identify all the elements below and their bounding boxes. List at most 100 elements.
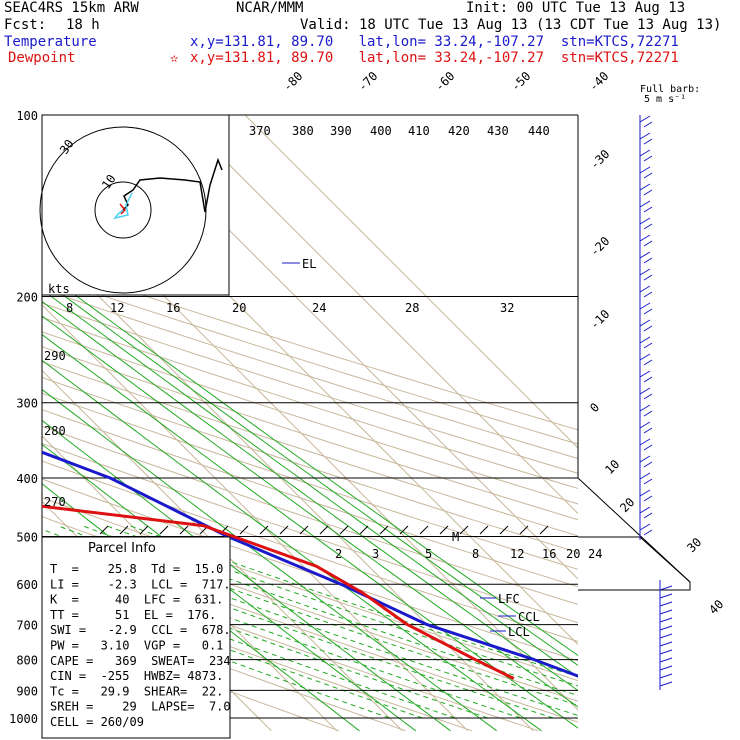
theta-tick-label: 380 (292, 124, 314, 138)
pressure-tick-label: 600 (16, 578, 38, 592)
freezing-level-tick (179, 525, 189, 535)
wind-barb (643, 223, 653, 230)
wind-barb (659, 681, 673, 687)
wind-barb (639, 217, 651, 225)
wind-barb (639, 472, 651, 480)
parcel-info-row: CELL = 260/09 (50, 715, 144, 729)
moist-adiabat-line (57, 525, 578, 706)
freezing-level-tick (99, 525, 109, 535)
wind-barb (643, 138, 653, 145)
wind-barb (639, 438, 651, 446)
hodograph-ring-label: 30 (57, 137, 77, 157)
mixing-ratio-label: 16 (166, 301, 180, 315)
wind-barb (639, 200, 651, 208)
plot-border-extension (577, 477, 691, 591)
isotherm-tick-label: -20 (587, 234, 612, 259)
freezing-level-tick (379, 525, 389, 535)
pressure-tick-label: 800 (16, 654, 38, 668)
wind-barb (643, 359, 653, 366)
dry-adiabat-line (42, 442, 578, 624)
level-label: CCL (518, 610, 540, 624)
freezing-level-tick (159, 525, 169, 535)
theta-tick-label: 430 (487, 124, 509, 138)
wind-barb (639, 319, 651, 327)
level-label: LFC (498, 592, 520, 606)
dry-adiabat-line (42, 302, 578, 474)
wind-barb (643, 240, 653, 247)
wind-barb (643, 495, 653, 502)
freezing-level-tick (359, 525, 369, 535)
hodograph-trace (122, 157, 223, 213)
wind-barb (643, 410, 653, 417)
moist-adiabat-line (42, 548, 521, 719)
dry-adiabat-line (42, 425, 578, 606)
isotherm-tick-label: 0 (587, 400, 602, 415)
temperature-legend-label: Temperature (4, 34, 97, 50)
hodograph-low-trace (113, 192, 133, 220)
barb-key-units: 5 m s⁻¹ (644, 94, 687, 105)
dry-adiabat-line (42, 261, 578, 431)
isotherm-tick-label: 30 (684, 535, 704, 555)
wind-barb (659, 649, 673, 655)
pressure-tick-label: 500 (16, 530, 38, 544)
pressure-tick-label: 700 (16, 619, 38, 633)
pressure-tick-label: 1000 (9, 712, 38, 726)
isotherm-line (42, 369, 403, 732)
isotherm-tick-label: -30 (587, 147, 612, 172)
wind-barb (639, 455, 651, 463)
temperature-location-info: x,y=131.81, 89.70 lat,lon= 33.24,-107.27… (190, 34, 679, 50)
theta-tick-label: 290 (44, 349, 66, 363)
wind-barb (643, 529, 653, 536)
hodograph-panel (41, 114, 230, 296)
dry-adiabat-line (42, 576, 473, 732)
hodograph-ring-label: 10 (99, 172, 119, 192)
dry-adiabat-line (42, 497, 578, 682)
parcel-info-row: SREH = 29 LAPSE= 7.0 (50, 700, 231, 714)
wind-barb (639, 183, 651, 191)
parcel-info-title: Parcel Info (88, 541, 156, 556)
mixing-ratio-line (42, 443, 417, 732)
wind-barb (639, 132, 651, 140)
wind-barb (659, 633, 673, 639)
star-icon: ✫ (170, 50, 179, 66)
wind-barb (643, 444, 653, 451)
freezing-level-tick (479, 525, 489, 535)
org-label: NCAR/MMM (236, 0, 304, 16)
wind-barb (643, 308, 653, 315)
wind-barb (639, 404, 651, 412)
theta-tick-label: 270 (44, 495, 66, 509)
freezing-level-tick (279, 525, 289, 535)
wind-barb (659, 657, 673, 663)
mixing-ratio-label: 24 (588, 547, 602, 561)
pressure-tick-label: 200 (16, 291, 38, 305)
mixing-ratio-label: 12 (510, 547, 524, 561)
freezing-level-tick (259, 525, 269, 535)
mixing-ratio-line (42, 288, 578, 678)
freezing-level-tick (139, 525, 149, 535)
isotherm-tick-label: 10 (602, 457, 622, 477)
wind-barb (643, 342, 653, 349)
wind-barb (659, 601, 673, 607)
freezing-level-tick (399, 525, 409, 535)
wind-barb (639, 285, 651, 293)
wind-barb (643, 291, 653, 298)
dewpoint-legend-label: Dewpoint (8, 50, 76, 66)
wind-barb (659, 593, 673, 599)
mixing-ratio-label: 16 (542, 547, 556, 561)
temperature-profile-line (42, 450, 578, 678)
barb-key-label: Full barb: (640, 84, 701, 95)
pressure-tick-label: 900 (16, 684, 38, 698)
pressure-tick-label: 100 (16, 109, 38, 123)
mixing-ratio-label: 32 (500, 301, 514, 315)
hodograph-ring-inner (94, 181, 152, 239)
wind-barb (643, 121, 653, 128)
freezing-level-tick (119, 525, 129, 535)
fcst-value: 18 h (66, 17, 100, 33)
wind-barb (659, 609, 673, 615)
wind-barb (643, 478, 653, 485)
valid-time: Valid: 18 UTC Tue 13 Aug 13 (13 CDT Tue … (300, 17, 722, 33)
mixing-ratio-label: 12 (110, 301, 124, 315)
wind-barb (639, 489, 651, 497)
pressure-tick-label: 400 (16, 472, 38, 486)
isotherm-line (42, 304, 469, 732)
